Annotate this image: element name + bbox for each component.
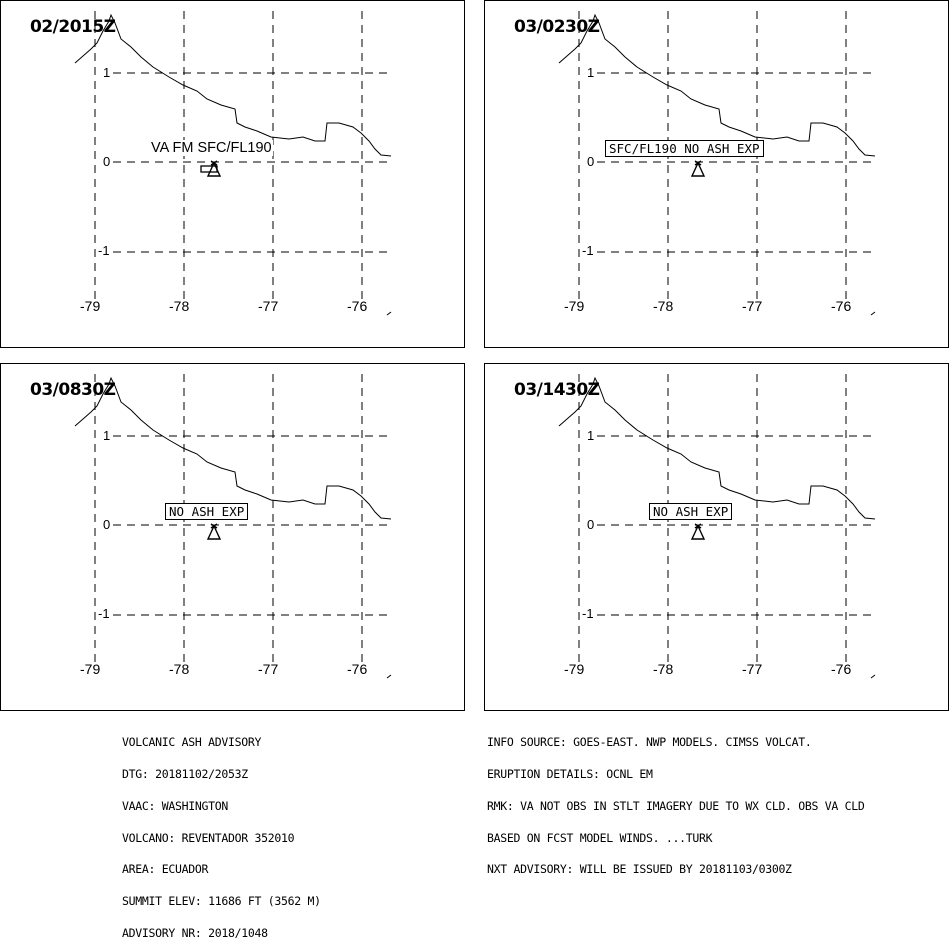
lon-label: -77 [258,298,279,314]
lon-label: -77 [258,661,279,677]
lat-label: -1 [582,243,594,258]
panel-time-label: 03/1430Z [514,380,600,400]
advisory-line: AREA: ECUADOR [122,862,209,877]
map-panel: 02/2015Z 1 0 -1 -79 -78 -77 -76 VA FM SF… [0,0,465,348]
advisory-line: VOLCANIC ASH ADVISORY [122,735,262,750]
volcano-triangle-icon [206,523,222,540]
volcano-triangle-icon [206,160,222,177]
ash-forecast-label: NO ASH EXP [649,503,733,520]
lon-label: -76 [347,661,368,677]
lat-label: -1 [98,606,110,621]
advisory-line: VOLCANO: REVENTADOR 352010 [122,830,295,845]
lon-label: -78 [653,298,674,314]
coastline [74,13,392,157]
map-panel: 03/0830Z 1 0 -1 -79 -78 -77 -76 NO ASH E… [0,363,465,711]
coastline [74,376,392,520]
lon-label: -78 [653,661,674,677]
lon-label: -77 [742,661,763,677]
advisory-line: NXT ADVISORY: WILL BE ISSUED BY 20181103… [487,862,792,877]
panel-time-label: 03/0830Z [30,380,116,400]
map-panel: 03/0230Z 1 0 -1 -79 -78 -77 -76 SFC/FL19… [484,0,949,348]
lon-label: -76 [831,298,852,314]
volcano-triangle-icon [690,160,706,177]
panel-time-label: 02/2015Z [30,17,116,37]
lat-label: 0 [103,154,111,169]
advisory-left-text: VOLCANIC ASH ADVISORY DTG: 20181102/2053… [122,716,321,949]
lon-label: -79 [80,661,101,677]
lon-label: -77 [742,298,763,314]
lat-label: 1 [103,428,111,443]
lat-label: 0 [587,154,595,169]
map-canvas [74,11,392,316]
lat-label: 0 [103,517,111,532]
panel-time-label: 03/0230Z [514,17,600,37]
ash-forecast-label: SFC/FL190 NO ASH EXP [605,140,764,157]
advisory-line: SUMMIT ELEV: 11686 FT (3562 M) [122,894,321,909]
lon-label: -79 [564,661,585,677]
lat-label: -1 [98,243,110,258]
lon-label: -76 [831,661,852,677]
lon-label: -78 [169,661,190,677]
lat-label: 1 [103,65,111,80]
lat-label: 1 [587,65,595,80]
map-canvas [74,374,392,679]
advisory-line: ERUPTION DETAILS: OCNL EM [487,766,653,781]
lat-label: 1 [587,428,595,443]
coastline [558,376,876,520]
ash-forecast-label: VA FM SFC/FL190 [150,140,273,156]
map-canvas [558,11,876,316]
lat-label: 0 [587,517,595,532]
lat-label: -1 [582,606,594,621]
lon-label: -78 [169,298,190,314]
advisory-line: ADVISORY NR: 2018/1048 [122,925,268,940]
map-panel: 03/1430Z 1 0 -1 -79 -78 -77 -76 NO ASH E… [484,363,949,711]
lon-label: -79 [80,298,101,314]
advisory-line: VAAC: WASHINGTON [122,798,228,813]
volcano-triangle-icon [690,523,706,540]
advisory-right-text: INFO SOURCE: GOES-EAST. NWP MODELS. CIMS… [487,716,865,886]
ash-area-box [200,165,218,173]
coastline [558,13,876,157]
lon-label: -79 [564,298,585,314]
ash-forecast-label: NO ASH EXP [165,503,249,520]
map-canvas [558,374,876,679]
advisory-line: INFO SOURCE: GOES-EAST. NWP MODELS. CIMS… [487,735,812,750]
advisory-line: RMK: VA NOT OBS IN STLT IMAGERY DUE TO W… [487,798,865,813]
advisory-line: DTG: 20181102/2053Z [122,766,248,781]
advisory-line: BASED ON FCST MODEL WINDS. ...TURK [487,830,713,845]
lon-label: -76 [347,298,368,314]
